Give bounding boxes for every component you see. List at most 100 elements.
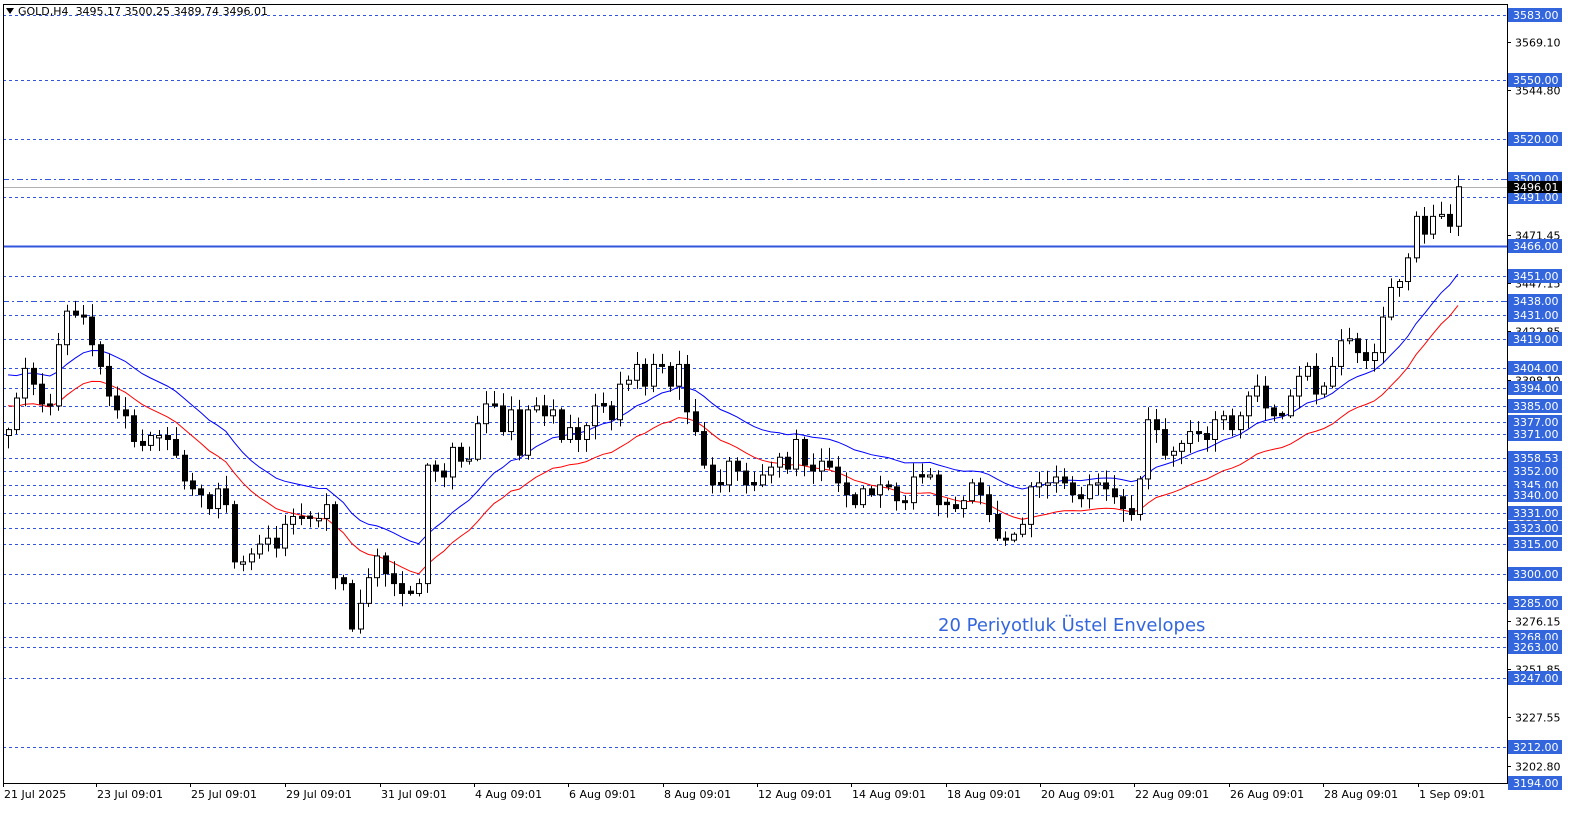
candle-body[interactable] <box>1397 281 1403 288</box>
candle-body[interactable] <box>1020 523 1026 535</box>
candle-body[interactable] <box>785 456 791 470</box>
candle-body[interactable] <box>760 474 766 486</box>
candle-body[interactable] <box>609 405 615 421</box>
candle-body[interactable] <box>559 409 565 440</box>
candle-body[interactable] <box>140 440 146 446</box>
candle-body[interactable] <box>684 363 690 413</box>
candle-body[interactable] <box>1330 365 1336 387</box>
candle-body[interactable] <box>835 466 841 484</box>
candle-body[interactable] <box>1045 482 1051 486</box>
candle-body[interactable] <box>701 431 707 466</box>
candle-body[interactable] <box>198 488 204 496</box>
candle-body[interactable] <box>240 561 246 565</box>
candle-body[interactable] <box>114 395 120 411</box>
candle-body[interactable] <box>1439 213 1445 217</box>
candle-body[interactable] <box>659 363 665 367</box>
candle-body[interactable] <box>358 602 364 630</box>
candle-body[interactable] <box>1187 431 1193 444</box>
candle-body[interactable] <box>383 555 389 575</box>
candle-body[interactable] <box>961 500 967 510</box>
candle-body[interactable] <box>894 486 900 502</box>
candle-body[interactable] <box>953 504 959 510</box>
candle-body[interactable] <box>575 427 581 440</box>
candle-body[interactable] <box>1456 186 1462 227</box>
candle-body[interactable] <box>81 314 87 318</box>
candle-body[interactable] <box>366 577 372 604</box>
candle-body[interactable] <box>802 438 808 466</box>
candle-body[interactable] <box>827 460 833 468</box>
candle-body[interactable] <box>1103 482 1109 490</box>
candle-body[interactable] <box>584 425 590 440</box>
candle-body[interactable] <box>324 504 330 519</box>
candle-body[interactable] <box>131 415 137 442</box>
candle-body[interactable] <box>316 517 322 522</box>
candle-body[interactable] <box>617 383 623 421</box>
candle-body[interactable] <box>307 515 313 519</box>
candle-body[interactable] <box>844 482 850 496</box>
candle-body[interactable] <box>106 365 112 397</box>
candle-body[interactable] <box>182 454 188 482</box>
candle-body[interactable] <box>710 464 716 486</box>
candle-body[interactable] <box>466 458 472 462</box>
candle-body[interactable] <box>508 409 514 433</box>
candle-body[interactable] <box>299 515 305 519</box>
candle-body[interactable] <box>1028 486 1034 525</box>
candle-body[interactable] <box>601 403 607 407</box>
candle-body[interactable] <box>726 460 732 486</box>
candle-body[interactable] <box>1238 415 1244 431</box>
candle-body[interactable] <box>1212 419 1218 440</box>
candle-body[interactable] <box>777 456 783 468</box>
candle-body[interactable] <box>22 367 28 399</box>
candle-body[interactable] <box>1414 215 1420 259</box>
candle-body[interactable] <box>165 435 171 440</box>
candle-body[interactable] <box>911 476 917 504</box>
candle-body[interactable] <box>634 363 640 381</box>
candle-body[interactable] <box>341 577 347 585</box>
candle-body[interactable] <box>995 513 1001 539</box>
candle-body[interactable] <box>207 494 213 510</box>
candle-body[interactable] <box>1313 365 1319 395</box>
candle-body[interactable] <box>1447 213 1453 227</box>
candle-body[interactable] <box>1288 395 1294 417</box>
candle-body[interactable] <box>1405 257 1411 283</box>
candle-body[interactable] <box>852 494 858 506</box>
candle-body[interactable] <box>148 435 154 446</box>
candle-body[interactable] <box>399 583 405 594</box>
candle-body[interactable] <box>1305 365 1311 377</box>
candle-body[interactable] <box>1229 415 1235 431</box>
candle-body[interactable] <box>886 484 892 488</box>
candle-body[interactable] <box>986 494 992 515</box>
candle-body[interactable] <box>927 474 933 478</box>
collapse-triangle-icon[interactable] <box>6 8 14 14</box>
candle-body[interactable] <box>944 501 950 506</box>
candle-body[interactable] <box>1279 412 1285 417</box>
candle-body[interactable] <box>1112 488 1118 498</box>
candle-body[interactable] <box>349 583 355 630</box>
candle-body[interactable] <box>1363 352 1369 362</box>
candle-body[interactable] <box>936 474 942 506</box>
candle-body[interactable] <box>1221 415 1227 421</box>
candle-body[interactable] <box>525 409 531 456</box>
candle-body[interactable] <box>14 397 20 431</box>
candle-body[interactable] <box>902 500 908 504</box>
candle-body[interactable] <box>1380 316 1386 354</box>
candle-body[interactable] <box>123 409 129 417</box>
candle-body[interactable] <box>550 409 556 417</box>
candle-body[interactable] <box>668 365 674 387</box>
candle-body[interactable] <box>64 310 70 346</box>
candle-body[interactable] <box>1036 482 1042 488</box>
candle-body[interactable] <box>1137 478 1143 515</box>
candle-body[interactable] <box>1338 340 1344 367</box>
candle-body[interactable] <box>1162 429 1168 456</box>
candle-body[interactable] <box>1372 352 1378 362</box>
candle-body[interactable] <box>1179 442 1185 452</box>
candle-body[interactable] <box>693 411 699 433</box>
candle-body[interactable] <box>1271 407 1277 417</box>
candle-body[interactable] <box>969 482 975 502</box>
candle-body[interactable] <box>39 383 45 405</box>
candle-body[interactable] <box>869 488 875 496</box>
candle-body[interactable] <box>282 523 288 549</box>
candle-body[interactable] <box>98 344 104 367</box>
